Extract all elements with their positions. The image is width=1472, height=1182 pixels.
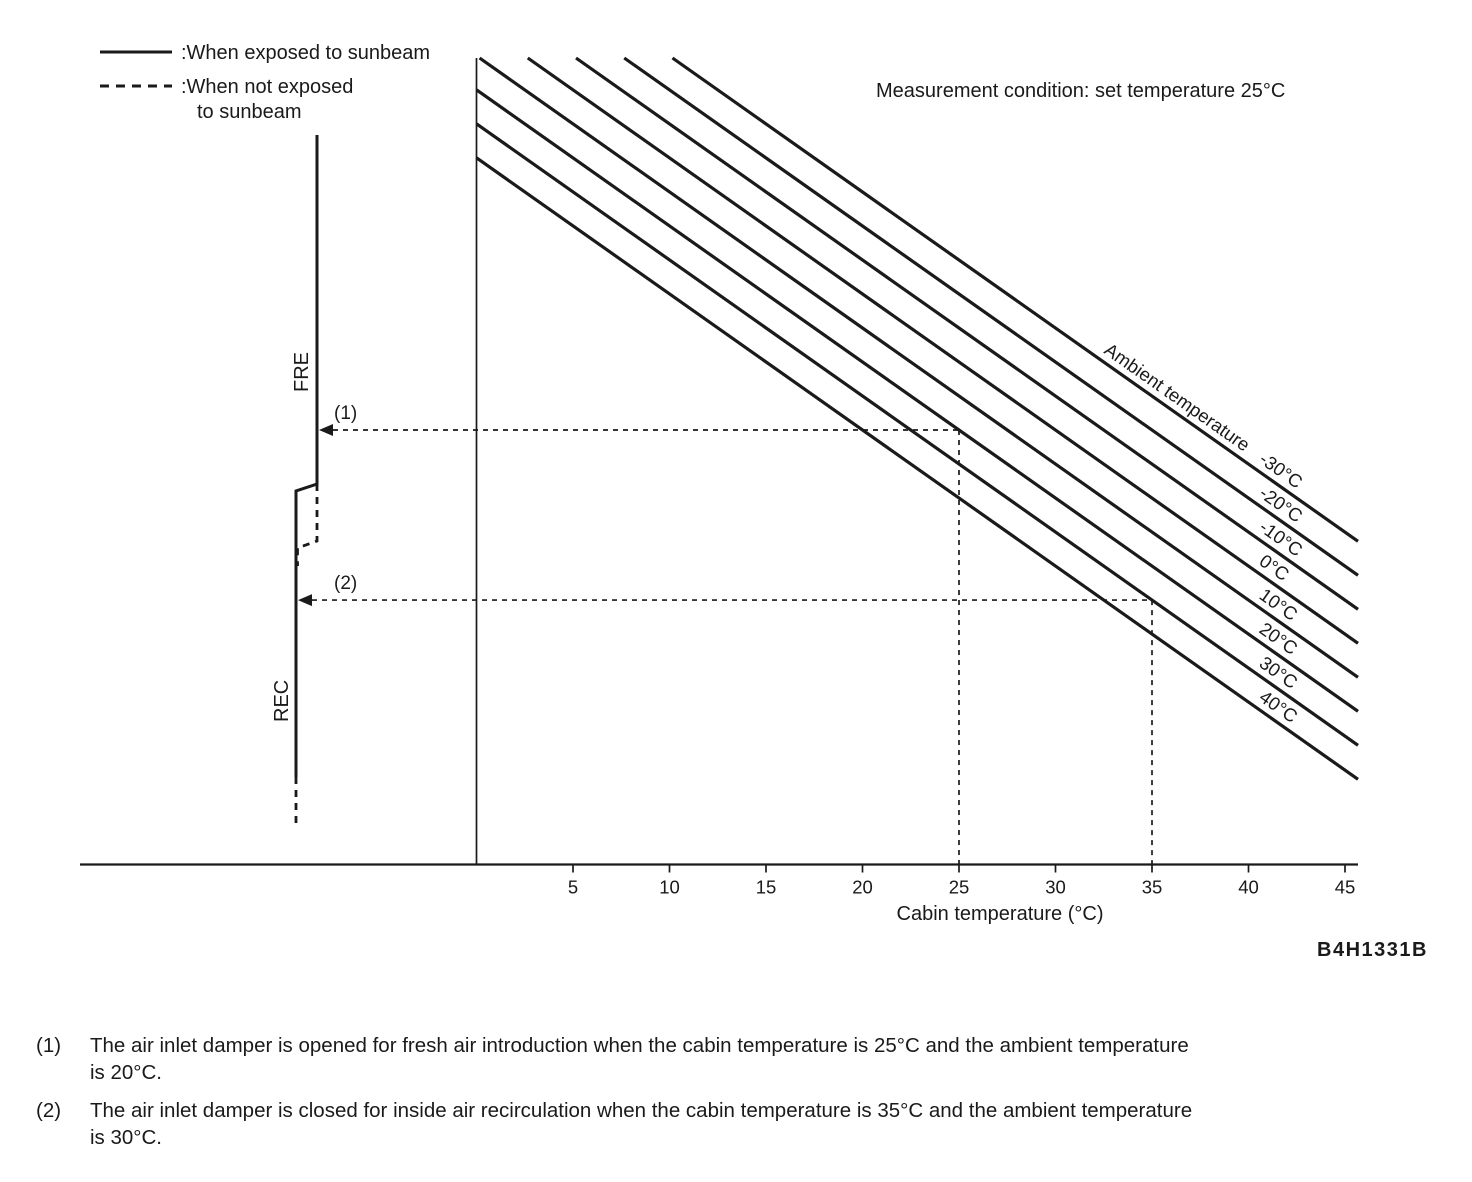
damper-curve-sunbeam [294, 135, 319, 777]
guide-ref-label: (1) [334, 403, 357, 424]
x-axis-ticks: 5 10 15 20 25 30 35 40 45 [568, 864, 1356, 898]
measurement-condition-text: Measurement condition: set temperature 2… [876, 80, 1285, 102]
footnote-2: (2) The air inlet damper is closed for i… [0, 1097, 1452, 1151]
x-tick-label: 35 [1142, 877, 1163, 898]
ambient-line--20 [623, 56, 1359, 577]
ambient-line-40 [475, 156, 1359, 781]
guide-arrowhead [319, 424, 333, 436]
x-tick-label: 20 [852, 877, 873, 898]
ambient-line-label: 30°C [1256, 652, 1302, 693]
damper-position-diagram: FRE REC [271, 135, 319, 827]
x-tick-label: 45 [1335, 877, 1356, 898]
guide-lines: (1) (2) [298, 403, 1153, 865]
x-tick-label: 40 [1238, 877, 1259, 898]
legend: :When exposed to sunbeam :When not expos… [100, 42, 430, 123]
footnote-1-line1: The air inlet damper is opened for fresh… [90, 1034, 1189, 1057]
ambient-line-10 [478, 56, 1359, 679]
ambient-line-label: 40°C [1256, 686, 1302, 727]
guide-arrowhead [298, 594, 312, 607]
x-tick-label: 30 [1045, 877, 1066, 898]
footnote-2-line2: is 30°C. [90, 1126, 163, 1149]
footnote-2-text: The air inlet damper is closed for insid… [90, 1099, 1192, 1149]
x-tick-label: 5 [568, 877, 578, 898]
ambient-line--30 [671, 56, 1359, 543]
legend-dashed-label-line1: :When not exposed [181, 76, 353, 98]
ambient-line--10 [575, 56, 1359, 611]
rec-label: REC [271, 680, 293, 722]
footnote-1-text: The air inlet damper is opened for fresh… [90, 1034, 1189, 1084]
footnote-1: (1) The air inlet damper is opened for f… [0, 1032, 1452, 1086]
legend-dashed-label-line2: to sunbeam [197, 101, 302, 123]
damper-control-chart: :When exposed to sunbeam :When not expos… [80, 42, 1428, 961]
damper-curve-no-sunbeam [296, 484, 319, 566]
ambient-line-20 [475, 88, 1359, 713]
figure-code: B4H1331B [1317, 939, 1428, 961]
fre-label: FRE [291, 352, 313, 392]
ambient-line-label: 10°C [1256, 584, 1302, 625]
footnote-1-line2: is 20°C. [90, 1061, 163, 1084]
legend-solid-label: :When exposed to sunbeam [181, 42, 430, 64]
footnote-2-ref: (2) [36, 1099, 62, 1122]
ambient-line-0 [526, 56, 1359, 645]
x-tick-label: 15 [756, 877, 777, 898]
footnotes: (1) The air inlet damper is opened for f… [0, 1032, 1452, 1162]
x-axis-title: Cabin temperature (°C) [897, 903, 1104, 925]
x-tick-label: 10 [659, 877, 680, 898]
guide-ref-label: (2) [334, 573, 357, 594]
footnote-1-ref: (1) [36, 1034, 62, 1057]
x-tick-label: 25 [949, 877, 970, 898]
ambient-temperature-group-label: Ambient temperature [1101, 339, 1254, 456]
footnote-2-line1: The air inlet damper is closed for insid… [90, 1099, 1193, 1122]
ambient-line-label: 20°C [1256, 618, 1302, 659]
ambient-line-30 [475, 122, 1359, 747]
